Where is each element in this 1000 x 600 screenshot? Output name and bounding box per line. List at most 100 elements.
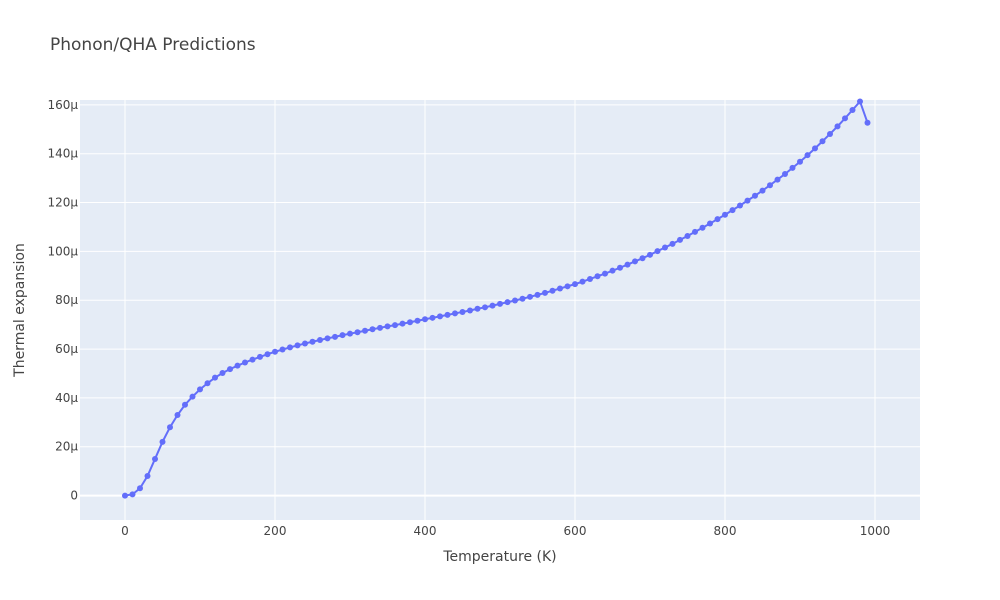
data-point[interactable]	[692, 228, 698, 235]
data-point[interactable]	[347, 330, 353, 337]
data-point[interactable]	[752, 192, 758, 199]
data-point[interactable]	[414, 317, 421, 324]
data-point[interactable]	[789, 164, 796, 171]
data-point[interactable]	[707, 220, 713, 227]
data-point[interactable]	[684, 233, 691, 240]
data-point[interactable]	[264, 351, 271, 358]
data-point[interactable]	[654, 248, 661, 255]
data-point[interactable]	[189, 393, 196, 400]
data-point[interactable]	[804, 152, 811, 159]
data-point[interactable]	[302, 340, 308, 347]
data-point[interactable]	[204, 380, 211, 387]
data-point[interactable]	[482, 304, 488, 311]
data-point[interactable]	[864, 119, 871, 126]
data-point[interactable]	[324, 335, 331, 342]
data-point[interactable]	[519, 295, 526, 302]
data-point[interactable]	[699, 224, 706, 231]
data-point[interactable]	[467, 307, 473, 314]
data-point[interactable]	[759, 187, 766, 194]
data-point[interactable]	[557, 285, 563, 292]
data-point[interactable]	[782, 170, 788, 177]
data-point[interactable]	[152, 455, 158, 462]
data-point[interactable]	[624, 261, 631, 268]
data-point[interactable]	[369, 326, 376, 333]
data-point[interactable]	[572, 281, 578, 288]
data-point[interactable]	[647, 251, 653, 258]
data-point[interactable]	[137, 485, 143, 492]
data-point[interactable]	[632, 258, 638, 265]
data-point[interactable]	[234, 362, 241, 369]
data-point[interactable]	[797, 158, 803, 165]
data-point[interactable]	[834, 123, 841, 130]
data-point[interactable]	[504, 299, 511, 306]
data-point[interactable]	[317, 337, 323, 344]
data-point[interactable]	[677, 236, 683, 243]
data-point[interactable]	[174, 412, 181, 418]
data-point[interactable]	[429, 314, 436, 321]
data-point[interactable]	[354, 329, 361, 336]
data-point[interactable]	[587, 275, 593, 282]
data-point[interactable]	[399, 320, 406, 327]
data-point[interactable]	[219, 370, 226, 376]
data-point[interactable]	[212, 374, 218, 381]
data-point[interactable]	[384, 323, 391, 330]
data-point[interactable]	[602, 270, 608, 277]
data-point[interactable]	[144, 473, 151, 480]
data-point[interactable]	[617, 264, 623, 271]
data-point[interactable]	[549, 287, 556, 294]
data-point[interactable]	[242, 359, 248, 366]
data-point[interactable]	[737, 202, 743, 209]
data-point[interactable]	[279, 346, 286, 353]
data-point[interactable]	[444, 311, 451, 318]
data-point[interactable]	[639, 255, 646, 262]
data-point[interactable]	[579, 278, 586, 285]
data-point[interactable]	[339, 332, 346, 339]
data-point[interactable]	[287, 344, 293, 351]
data-point[interactable]	[534, 291, 541, 298]
data-point[interactable]	[662, 244, 668, 251]
data-point[interactable]	[182, 401, 188, 408]
data-point[interactable]	[594, 273, 601, 280]
data-point[interactable]	[129, 491, 136, 498]
data-point[interactable]	[122, 492, 128, 499]
data-point[interactable]	[812, 145, 818, 152]
data-point[interactable]	[497, 300, 503, 307]
data-point[interactable]	[512, 297, 518, 304]
data-point[interactable]	[272, 348, 278, 355]
data-point[interactable]	[197, 386, 203, 393]
data-point[interactable]	[729, 207, 736, 214]
data-point[interactable]	[257, 353, 263, 360]
data-point[interactable]	[167, 424, 173, 431]
data-point[interactable]	[527, 293, 533, 300]
data-point[interactable]	[609, 267, 616, 274]
data-point[interactable]	[564, 283, 571, 290]
data-point[interactable]	[744, 197, 751, 204]
data-point[interactable]	[489, 302, 496, 309]
data-point[interactable]	[294, 342, 301, 349]
data-point[interactable]	[722, 211, 728, 218]
data-point[interactable]	[819, 138, 826, 145]
data-point[interactable]	[227, 366, 233, 373]
data-point[interactable]	[392, 322, 398, 329]
data-point[interactable]	[474, 305, 481, 312]
data-point[interactable]	[407, 319, 413, 326]
data-point[interactable]	[159, 438, 166, 445]
data-point[interactable]	[362, 327, 368, 334]
data-point[interactable]	[437, 313, 443, 320]
data-point[interactable]	[452, 310, 458, 317]
data-point[interactable]	[714, 216, 721, 223]
data-point[interactable]	[422, 316, 428, 323]
data-point[interactable]	[767, 182, 773, 189]
data-point[interactable]	[669, 240, 676, 247]
data-point[interactable]	[849, 107, 856, 114]
data-point[interactable]	[827, 130, 833, 137]
data-point[interactable]	[309, 338, 316, 345]
data-point[interactable]	[249, 356, 256, 363]
data-point[interactable]	[542, 289, 548, 296]
data-point[interactable]	[332, 333, 338, 340]
data-point[interactable]	[459, 308, 466, 315]
data-point[interactable]	[774, 176, 781, 183]
data-point[interactable]	[857, 98, 863, 105]
data-point[interactable]	[377, 324, 383, 331]
data-point[interactable]	[842, 115, 848, 122]
